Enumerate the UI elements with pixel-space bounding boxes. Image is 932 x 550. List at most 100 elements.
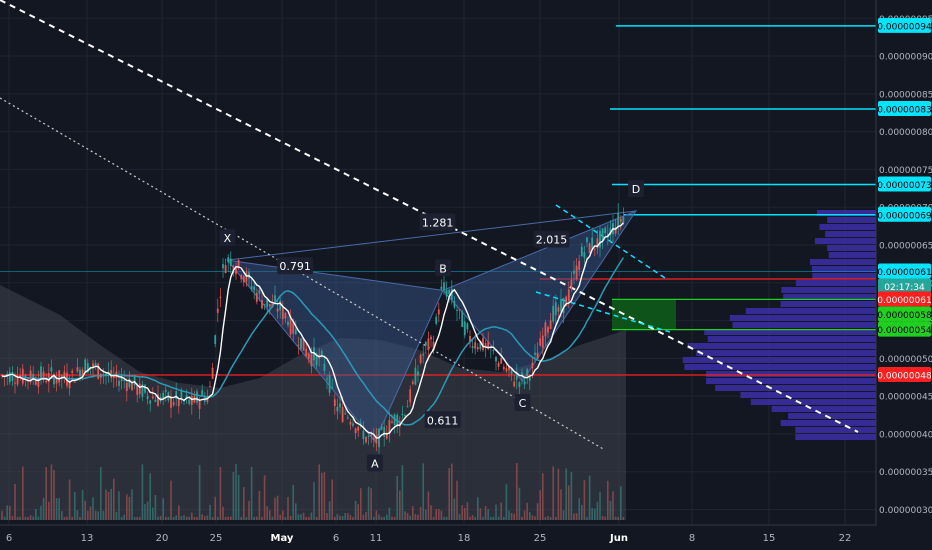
candles [1,203,625,454]
volume-bar [435,509,437,520]
time-axis[interactable]: 6 13 20 25 May 6 11 18 25 Jun 8 15 22 [0,524,932,550]
candle-body [448,289,451,295]
candle-body [76,367,79,372]
volume-profile-bar [827,217,876,223]
candle-body [326,378,328,380]
candle-body [346,417,349,419]
candle-body [456,309,458,311]
volume-bar [396,475,398,520]
candle-body [164,389,167,392]
candle-body [162,392,165,399]
volume-bar [568,485,570,520]
volume-bar [94,510,97,520]
volume-bar [456,480,458,520]
volume-bar [139,516,141,520]
candle-body [27,378,29,380]
candle-body [297,344,300,346]
candle-body [242,275,245,283]
price-tick-label: 0.00000040 [879,430,932,440]
volume-bar [614,516,617,520]
candle-body [144,384,146,393]
volume-bar [427,491,430,520]
candle-body [482,337,484,350]
volume-bar [209,504,211,520]
volume-bar [79,516,81,520]
volume-profile-bar [783,294,876,300]
volume-bar [183,515,185,520]
volume-bar [419,506,422,520]
candle-body [84,359,87,372]
candle-body [185,394,188,399]
volume-bar [266,506,268,520]
volume-bar [347,513,349,520]
volume-bar [336,514,339,520]
candle-body [118,380,120,386]
volume-profile-bar [706,378,876,384]
candle-body [222,264,224,269]
harmonic-xd-line [227,210,637,261]
candle-body [336,406,339,412]
volume-bar [583,480,586,520]
volume-bar [349,514,352,520]
candle-body [172,402,175,406]
volume-bar [565,468,567,520]
candle-body [557,307,560,312]
volume-bar [245,516,248,520]
candle-body [294,329,297,335]
volume-profile-bar [795,427,876,433]
volume-bar [222,506,224,520]
volume-profile-bar [795,280,876,286]
volume-bar [406,512,409,520]
volume-bar [547,516,549,520]
candle-body [515,374,518,380]
volume-bar [97,511,99,520]
candle-body [544,322,547,337]
volume-bar [487,509,489,520]
volume-profile-bar [825,231,876,237]
candle-body [170,396,172,408]
volume-bar [63,516,66,520]
candle-body [417,371,419,376]
volume-bar [601,515,604,520]
volume-bar [500,502,502,520]
volume-bar [196,516,198,520]
candle-body [245,272,248,282]
volume-bar [162,498,164,520]
price-axis[interactable]: 0.000000950.000000900.000000850.00000080… [875,0,932,525]
volume-bar [539,490,541,520]
volume-bar [211,516,214,520]
volume-bar [16,516,19,520]
candle-body [86,363,89,373]
candle-body [151,396,154,399]
time-tick-label: 18 [458,533,471,544]
ratio-label: 2.015 [536,234,568,247]
candle-body [437,309,440,315]
time-tick-label: 22 [839,533,852,544]
candle-body [541,335,544,348]
volume-profile-bar [812,273,876,279]
volume-bar [370,488,372,520]
candle-body [492,350,495,352]
price-tag [878,321,931,337]
volume-bar [596,501,599,520]
volume-bar [6,505,8,520]
candle-body [440,286,443,290]
volume-profile-bar [814,238,876,244]
volume-bar [118,491,120,520]
time-tick-label: May [271,533,294,544]
candle-body [333,399,336,407]
candle-body [237,259,240,267]
time-tick-label: 13 [81,533,94,544]
volume-bar [544,516,547,520]
volume-bar [263,475,266,520]
candle-body [53,375,55,385]
candle-body [320,351,323,356]
price-tag-label: 0.00000058 [877,311,932,321]
candle-body [128,378,131,388]
volume-bar [107,491,110,520]
volume-bar [295,503,297,520]
price-tag-label: 0.00000094 [877,22,932,32]
candle-body [513,381,516,387]
volume-bar [237,474,240,520]
